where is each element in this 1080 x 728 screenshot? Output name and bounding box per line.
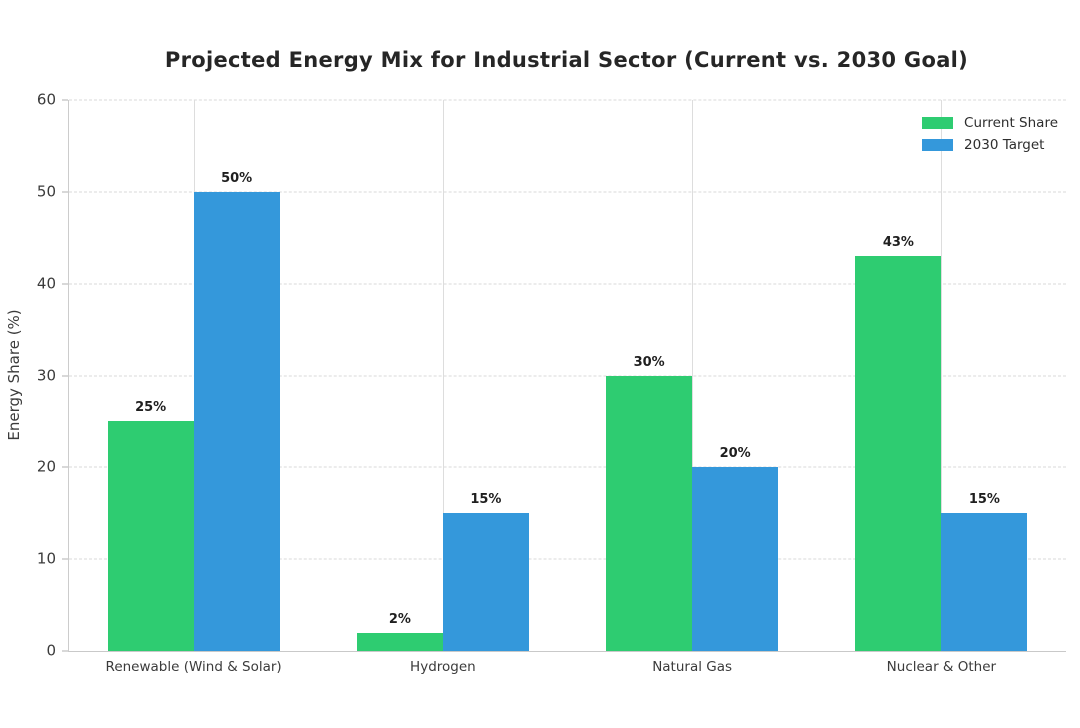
chart-title: Projected Energy Mix for Industrial Sect… bbox=[164, 48, 969, 72]
y-tick-mark bbox=[62, 466, 68, 468]
gridline-horizontal bbox=[69, 375, 1066, 376]
bar-value-label: 50% bbox=[221, 170, 253, 186]
gridline-horizontal bbox=[69, 558, 1066, 560]
bar bbox=[941, 513, 1028, 651]
legend: Current Share 2030 Target bbox=[922, 112, 1058, 156]
y-tick-label: 0 bbox=[46, 641, 56, 660]
y-tick-mark bbox=[62, 650, 68, 652]
bar-value-label: 30% bbox=[633, 354, 665, 370]
bar-value-label: 20% bbox=[719, 446, 751, 462]
bar-value-label: 25% bbox=[135, 400, 167, 416]
bar bbox=[442, 513, 529, 651]
y-tick-mark bbox=[62, 99, 68, 101]
x-tick-label: Hydrogen bbox=[410, 659, 476, 675]
y-tick-label: 40 bbox=[36, 274, 56, 293]
bar-value-label: 15% bbox=[470, 492, 502, 508]
y-tick-mark bbox=[62, 558, 68, 560]
legend-item-2030-target: 2030 Target bbox=[922, 134, 1058, 156]
bar bbox=[193, 191, 280, 651]
bar-value-label: 43% bbox=[882, 235, 914, 251]
x-tick-label: Renewable (Wind & Solar) bbox=[105, 659, 282, 675]
y-tick-label: 30 bbox=[36, 366, 56, 384]
legend-label: Current Share bbox=[964, 115, 1058, 131]
gridline-horizontal bbox=[69, 191, 1066, 193]
bar bbox=[606, 375, 693, 651]
gridline-horizontal bbox=[69, 283, 1066, 285]
y-tick-mark bbox=[62, 191, 68, 193]
legend-item-current-share: Current Share bbox=[922, 112, 1058, 134]
bar-value-label: 15% bbox=[968, 492, 1000, 508]
bar bbox=[356, 632, 443, 651]
y-tick-label: 20 bbox=[36, 457, 56, 476]
y-tick-label: 10 bbox=[36, 549, 56, 568]
bar bbox=[692, 467, 779, 651]
x-tick-label: Natural Gas bbox=[652, 659, 733, 675]
gridline-vertical bbox=[692, 100, 694, 651]
legend-label: 2030 Target bbox=[964, 137, 1045, 153]
legend-swatch-current-share bbox=[922, 117, 954, 129]
bar bbox=[107, 421, 194, 651]
plot-area: 0 10 20 30 40 50 60 Renewable (Wind & Solar) 25%… bbox=[37, 92, 1066, 675]
y-tick-mark bbox=[62, 283, 68, 285]
gridline-horizontal bbox=[69, 99, 1066, 101]
y-tick-mark bbox=[62, 375, 68, 376]
bar-value-label: 2% bbox=[388, 611, 411, 627]
gridline-horizontal bbox=[69, 466, 1066, 468]
bar bbox=[855, 256, 942, 651]
x-tick-label: Nuclear & Other bbox=[886, 659, 997, 675]
y-tick-label: 50 bbox=[36, 182, 56, 201]
y-tick-label: 60 bbox=[36, 90, 56, 109]
gridline-vertical bbox=[442, 100, 444, 651]
legend-swatch-2030-target bbox=[922, 139, 954, 151]
gridline-vertical bbox=[941, 100, 943, 651]
